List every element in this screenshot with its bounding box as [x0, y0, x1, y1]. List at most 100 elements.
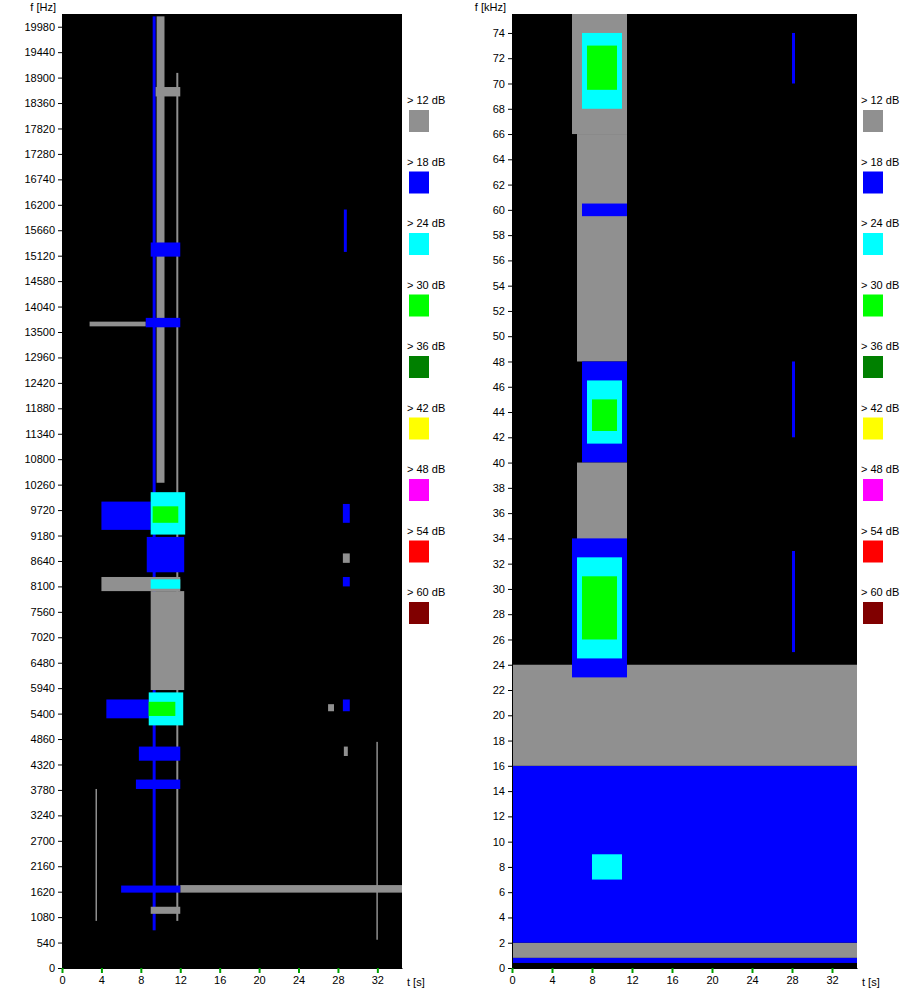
- tick-mark: [508, 564, 512, 565]
- tick-label: 15660: [24, 224, 55, 236]
- legend-swatch: [863, 233, 883, 255]
- tick-label: 60: [493, 204, 505, 216]
- legend-label: > 12 dB: [407, 94, 445, 106]
- tick-mark: [508, 867, 512, 868]
- tick: 18900: [24, 72, 62, 84]
- legend-label: > 48 dB: [407, 463, 445, 475]
- tick-label: 26: [493, 633, 505, 645]
- tick: 10: [493, 836, 512, 848]
- tick-mark: [58, 154, 62, 155]
- tick-mark: [58, 943, 62, 944]
- tick-mark: [58, 281, 62, 282]
- tick-label: 42: [493, 431, 505, 443]
- tick: 2160: [31, 860, 62, 872]
- tick: 1620: [31, 886, 62, 898]
- legend-swatch: [863, 602, 883, 624]
- tick: 66: [493, 128, 512, 140]
- heat-cell: [376, 742, 377, 940]
- heat-cell: [792, 33, 795, 84]
- tick: 15660: [24, 224, 62, 236]
- tick: 6480: [31, 657, 62, 669]
- tick: 16: [666, 968, 678, 986]
- tick-mark: [62, 968, 64, 973]
- tick: 16740: [24, 173, 62, 185]
- tick-label: 24: [746, 974, 758, 986]
- legend-label: > 42 dB: [861, 402, 899, 414]
- tick: 5940: [31, 682, 62, 694]
- axis-line: [62, 15, 63, 969]
- tick-label: 74: [493, 27, 505, 39]
- tick: 24: [293, 968, 305, 986]
- tick-mark: [58, 764, 62, 765]
- tick-mark: [58, 128, 62, 129]
- tick-label: 11880: [25, 402, 55, 414]
- tick: 19440: [24, 46, 62, 58]
- tick-label: 13500: [24, 326, 55, 338]
- legend-label: > 12 dB: [861, 94, 899, 106]
- x-axis-title: t [s]: [407, 976, 425, 988]
- tick-mark: [508, 968, 512, 969]
- tick-mark: [752, 968, 754, 973]
- tick-label: 8: [138, 974, 144, 986]
- tick: 8: [138, 968, 144, 986]
- tick-mark: [140, 968, 142, 973]
- heat-cell: [149, 702, 176, 716]
- legend-label: > 36 dB: [407, 340, 445, 352]
- legend-label: > 54 dB: [407, 525, 445, 537]
- tick-mark: [508, 260, 512, 261]
- tick: 64: [493, 153, 512, 165]
- tick-label: 66: [493, 128, 505, 140]
- tick: 46: [493, 381, 512, 393]
- y-axis: 0246810121416182022242628303234363840424…: [493, 15, 513, 975]
- tick-mark: [337, 968, 339, 973]
- tick: 20: [706, 968, 718, 986]
- tick: 5400: [31, 708, 62, 720]
- tick-mark: [58, 27, 62, 28]
- tick-mark: [508, 235, 512, 236]
- tick-label: 6: [499, 886, 505, 898]
- tick-mark: [58, 815, 62, 816]
- tick-label: 2: [499, 937, 505, 949]
- tick: 8: [499, 861, 512, 873]
- tick-mark: [58, 739, 62, 740]
- tick-mark: [58, 714, 62, 715]
- axis-line: [512, 15, 513, 969]
- tick-label: 54: [493, 280, 505, 292]
- tick: 4: [549, 968, 555, 986]
- legend-label: > 30 dB: [407, 279, 445, 291]
- tick: 18: [493, 735, 512, 747]
- tick-label: 8: [499, 861, 505, 873]
- legend-label: > 48 dB: [861, 463, 899, 475]
- tick-mark: [58, 485, 62, 486]
- tick: 0: [499, 962, 512, 974]
- heat-cell: [146, 318, 180, 327]
- tick-label: 28: [332, 974, 344, 986]
- tick-label: 10800: [24, 453, 55, 465]
- tick-label: 3240: [31, 809, 55, 821]
- tick: 16200: [24, 199, 62, 211]
- tick: 44: [493, 406, 512, 418]
- legend-swatch: [863, 110, 883, 132]
- tick-mark: [58, 434, 62, 435]
- x-axis: 048121620242832: [509, 968, 857, 986]
- heat-cell: [101, 577, 180, 591]
- tick: 12420: [24, 377, 62, 389]
- heat-cell: [96, 789, 97, 921]
- tick-label: 0: [49, 962, 55, 974]
- tick-label: 15120: [24, 250, 55, 262]
- tick-mark: [58, 892, 62, 893]
- plot-background: [62, 14, 402, 968]
- tick-label: 0: [59, 974, 65, 986]
- legend-label: > 18 dB: [861, 156, 899, 168]
- tick-mark: [508, 311, 512, 312]
- color-legend: > 12 dB> 18 dB> 24 dB> 30 dB> 36 dB> 42 …: [861, 94, 899, 624]
- tick: 68: [493, 103, 512, 115]
- tick-label: 22: [493, 684, 505, 696]
- heat-cell: [151, 242, 181, 256]
- heat-cell: [582, 204, 627, 217]
- heat-cell: [106, 699, 148, 718]
- tick: 28: [493, 608, 512, 620]
- tick-mark: [508, 791, 512, 792]
- tick: 40: [493, 457, 512, 469]
- legend-swatch: [409, 233, 429, 255]
